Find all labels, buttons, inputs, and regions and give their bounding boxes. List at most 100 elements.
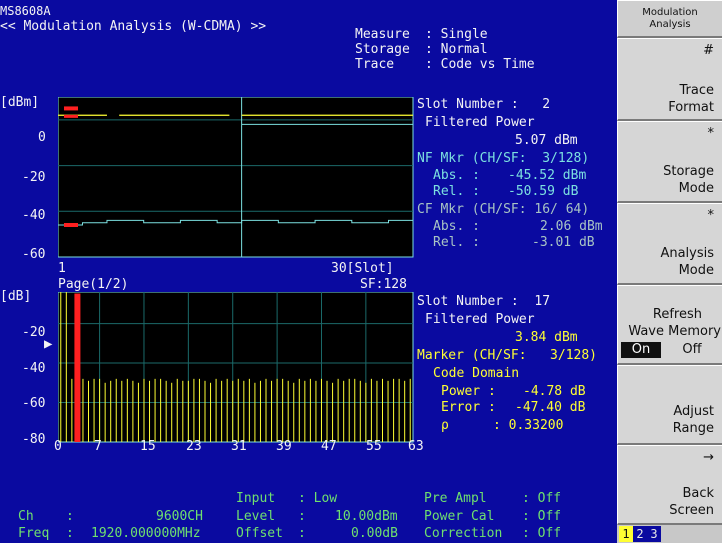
screen-title: << Modulation Analysis (W-CDMA) >> (0, 19, 267, 34)
nf-abs-value: -45.52 dBm (508, 168, 587, 183)
lower-xtick-6: 47 (321, 439, 337, 454)
cd-rho-label: ρ (441, 418, 449, 433)
upper-plot-area (58, 97, 414, 258)
lower-plot-area (58, 292, 414, 443)
lower-marker-title: Marker (CH/SF: 3/128) (417, 348, 598, 363)
power-cal-value: : Off (522, 509, 562, 524)
upper-series-2 (58, 219, 413, 226)
model-label: MS8608A (0, 4, 51, 18)
lower-page: Page(1/2) (58, 277, 129, 292)
lower-ytick-2: -60 (22, 396, 46, 411)
power-cal-label: Power Cal (424, 509, 495, 524)
lower-xtick-1: 7 (94, 439, 102, 454)
level-sep: : (298, 509, 306, 524)
trace-label: Trace (355, 57, 395, 72)
pre-ampl-value: : Off (522, 491, 562, 506)
back-screen-line1: Back (682, 486, 714, 501)
softkey-page-2[interactable]: 2 (633, 526, 647, 542)
lower-xtick-2: 15 (140, 439, 156, 454)
menu-title-line1: Modulation (642, 7, 698, 18)
lower-ytick-0: -20 (22, 325, 46, 340)
storage-mode-key[interactable]: * Storage Mode (617, 121, 722, 203)
code-bar-3 (74, 293, 81, 442)
upper-xstart: 1 (58, 261, 66, 276)
correction-label: Correction (424, 526, 503, 541)
input-value: : Low (298, 491, 338, 506)
level-value: 10.00dBm (335, 509, 398, 524)
refresh-on-option[interactable]: On (621, 342, 661, 358)
storage-mode-line2: Mode (678, 181, 714, 196)
back-screen-key[interactable]: → Back Screen (617, 445, 722, 525)
refresh-wave-memory-key[interactable]: Refresh Wave Memory On Off (617, 285, 722, 365)
cd-power-label: Power : (441, 384, 496, 399)
upper-series (58, 106, 413, 227)
lower-ytick-3: -80 (22, 432, 46, 447)
upper-unit: [dBm] (0, 95, 40, 110)
pre-ampl-label: Pre Ampl (424, 491, 487, 506)
submenu-star-icon: * (707, 126, 715, 141)
freq-sep: : (66, 526, 74, 541)
softkey-page-3[interactable]: 3 (647, 526, 661, 542)
upper-ytick-1: -20 (22, 170, 46, 185)
upper-ytick-0: 0 (38, 130, 46, 145)
analysis-mode-key[interactable]: * Analysis Mode (617, 203, 722, 285)
main-display: MS8608A << Modulation Analysis (W-CDMA) … (0, 4, 603, 541)
softkey-page-selector: 1 2 3 (619, 526, 661, 542)
upper-ytick-2: -40 (22, 208, 46, 223)
arrow-right-icon: → (703, 450, 714, 465)
correction-value: : Off (522, 526, 562, 541)
ch-label: Ch (18, 509, 34, 524)
cf-marker-title: CF Mkr (CH/SF: 16/ 64) (417, 202, 590, 217)
refresh-line1: Refresh (652, 307, 702, 322)
softkey-panel: Modulation Analysis # Trace Format * Sto… (617, 0, 722, 543)
lower-xtick-3: 23 (186, 439, 202, 454)
softkey-page-1[interactable]: 1 (619, 526, 633, 542)
cf-rel-label: Rel. : (433, 235, 480, 250)
code-vs-time-graph (58, 97, 414, 258)
adjust-range-key[interactable]: Adjust Range (617, 365, 722, 445)
menu-title-line2: Analysis (649, 19, 691, 30)
storage-value: : Normal (425, 42, 488, 57)
cf-rel-value: -3.01 dB (532, 235, 595, 250)
submenu-star-icon: * (707, 208, 715, 223)
ch-sep: : (66, 509, 74, 524)
measure-label: Measure (355, 27, 410, 42)
cd-power-value: -4.78 dB (523, 384, 586, 399)
storage-mode-line1: Storage (663, 164, 714, 179)
lower-xtick-5: 39 (276, 439, 292, 454)
submenu-hash-icon: # (703, 43, 714, 58)
code-domain-label: Code Domain (433, 366, 520, 381)
nf-marker-title: NF Mkr (CH/SF: 3/128) (417, 151, 590, 166)
input-label: Input (236, 491, 276, 506)
trace-format-line1: Trace (679, 83, 715, 98)
cf-abs-value: 2.06 dBm (540, 219, 603, 234)
ch-value: 9600CH (156, 509, 203, 524)
upper-xend: 30[Slot] (331, 261, 394, 276)
upper-grid (58, 97, 413, 257)
cf-abs-label: Abs. : (433, 219, 480, 234)
level-label: Level (236, 509, 276, 524)
upper-filtered-power-value: 5.07 dBm (515, 133, 578, 148)
upper-marker-top (64, 114, 78, 118)
upper-filtered-power-label: Filtered Power (425, 115, 535, 130)
softkey-menu-title: Modulation Analysis (617, 0, 722, 38)
lower-xtick-4: 31 (231, 439, 247, 454)
offset-sep: : (298, 526, 306, 541)
adjust-range-line1: Adjust (673, 404, 714, 419)
refresh-off-option[interactable]: Off (682, 342, 702, 357)
upper-marker-1 (64, 223, 78, 227)
lower-xtick-8: 63 (408, 439, 424, 454)
offset-value: 0.00dB (351, 526, 398, 541)
trace-value: : Code vs Time (425, 57, 535, 72)
lower-filtered-power-label: Filtered Power (425, 312, 535, 327)
lower-slot-number: Slot Number : 17 (417, 294, 551, 309)
measure-value: : Single (425, 27, 488, 42)
cd-rho-value: : 0.33200 (493, 418, 564, 433)
lower-xtick-7: 55 (366, 439, 382, 454)
trace-format-key[interactable]: # Trace Format (617, 38, 722, 121)
lower-unit: [dB] (0, 289, 32, 304)
freq-value: 1920.000000MHz (91, 526, 201, 541)
upper-marker-0 (64, 106, 78, 111)
offset-label: Offset (236, 526, 283, 541)
code-domain-graph (58, 292, 414, 443)
